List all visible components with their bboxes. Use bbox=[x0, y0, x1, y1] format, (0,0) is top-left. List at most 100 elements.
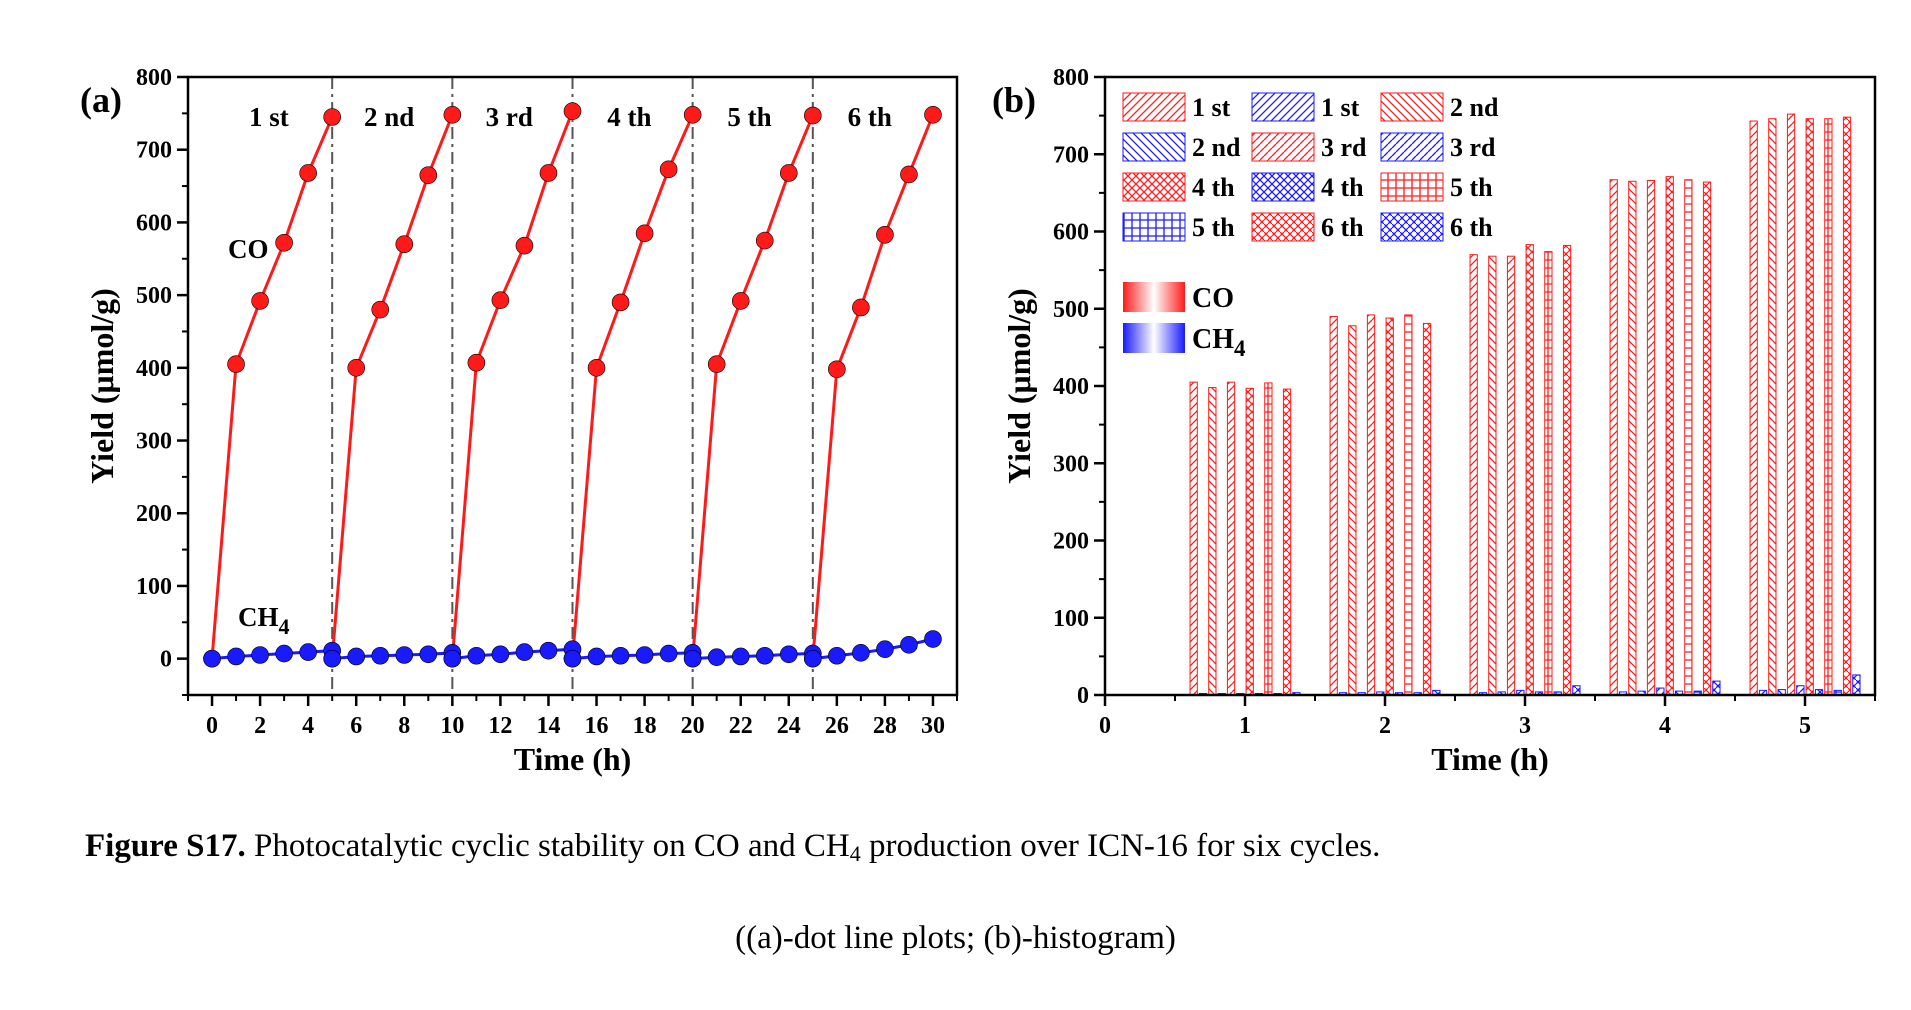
panel-label-a: (a) bbox=[80, 80, 122, 120]
data-point bbox=[924, 106, 942, 124]
legend-swatch-co bbox=[1123, 282, 1185, 312]
data-point bbox=[419, 645, 438, 664]
data-point bbox=[779, 645, 798, 664]
data-point bbox=[563, 102, 582, 120]
data-point bbox=[852, 644, 870, 662]
data-point bbox=[539, 164, 558, 182]
data-point bbox=[491, 645, 510, 664]
data-point bbox=[900, 636, 918, 654]
data-point bbox=[707, 355, 726, 373]
bar-co-cycle-5-t3 bbox=[1544, 251, 1553, 696]
cycle-label-2: 2 nd bbox=[364, 102, 414, 132]
x-tick-label: 2 bbox=[254, 713, 266, 739]
panel-b-bar-chart: 0 100 200 300 400 500 600 700 800 0 1 2 3 4 5 Time (h) Y… bbox=[992, 65, 1877, 777]
data-point bbox=[395, 646, 414, 664]
x-tick-label: 5 bbox=[1799, 713, 1811, 739]
bar-co-cycle-2-t2 bbox=[1348, 325, 1357, 696]
data-point bbox=[443, 649, 462, 668]
x-axis-label-b: Time (h) bbox=[1431, 741, 1549, 777]
legend-b: 1 st 1 st 2 nd 2 nd 3 rd 3 rd 4 th 4 th 5 th 5 th… bbox=[1122, 92, 1499, 361]
bar-co-cycle-1-t4 bbox=[1609, 179, 1618, 696]
x-tick-label: 2 bbox=[1379, 713, 1391, 739]
data-point bbox=[731, 292, 750, 310]
data-point bbox=[323, 649, 341, 668]
x-tick-label: 8 bbox=[398, 713, 410, 739]
legend-swatch bbox=[1251, 92, 1315, 122]
x-tick-label: 26 bbox=[825, 713, 849, 739]
data-point bbox=[275, 233, 293, 252]
annotation-co: CO bbox=[228, 234, 269, 264]
legend-label: 3 rd bbox=[1321, 133, 1367, 162]
legend-swatch bbox=[1251, 172, 1315, 202]
legend-swatch bbox=[1122, 172, 1186, 202]
bar-co-cycle-5-t2 bbox=[1404, 314, 1413, 696]
y-tick-label: 300 bbox=[136, 429, 172, 455]
legend-swatch bbox=[1251, 212, 1315, 242]
legend-label: 1 st bbox=[1321, 93, 1360, 122]
bar-ch4-cycle-6-t3 bbox=[1572, 685, 1581, 696]
data-point bbox=[395, 235, 414, 254]
legend-swatch bbox=[1122, 92, 1186, 122]
legend-label: 5 th bbox=[1192, 213, 1235, 242]
bar-co-cycle-4-t3 bbox=[1525, 244, 1534, 696]
data-point bbox=[227, 647, 245, 666]
data-point bbox=[443, 106, 462, 124]
legend-label: 6 th bbox=[1450, 213, 1493, 242]
y-tick-label: 200 bbox=[136, 501, 172, 527]
bar-co-cycle-1-t5 bbox=[1749, 120, 1758, 696]
data-point bbox=[203, 649, 221, 668]
legend-swatch bbox=[1122, 212, 1186, 242]
series-co-cycle-2-line bbox=[330, 114, 454, 659]
data-point bbox=[900, 165, 918, 184]
series-co-cycle-6-line bbox=[811, 114, 935, 659]
y-tick-label: 100 bbox=[136, 574, 172, 600]
caption-label: Figure S17. bbox=[85, 828, 246, 864]
data-point bbox=[924, 630, 942, 648]
data-point bbox=[779, 164, 798, 182]
caption-subscript: 4 bbox=[849, 841, 861, 866]
bar-co-cycle-5-t5 bbox=[1824, 118, 1833, 696]
legend-label-co: CO bbox=[1192, 283, 1234, 314]
data-point bbox=[347, 647, 366, 666]
x-tick-label: 18 bbox=[633, 713, 657, 739]
data-point bbox=[515, 643, 534, 661]
bar-co-cycle-6-t2 bbox=[1422, 322, 1432, 696]
y-tick-label: 600 bbox=[1053, 220, 1089, 246]
bar-co-cycle-3-t4 bbox=[1646, 180, 1656, 696]
cycle-label-1: 1 st bbox=[249, 102, 289, 132]
data-point bbox=[467, 353, 486, 372]
bar-co-cycle-3-t1 bbox=[1226, 381, 1236, 696]
x-tick-label: 3 bbox=[1519, 713, 1531, 739]
data-point bbox=[371, 646, 390, 665]
data-point bbox=[828, 360, 846, 379]
bar-co-cycle-4-t2 bbox=[1385, 317, 1394, 696]
y-tick-label: 600 bbox=[136, 210, 172, 236]
legend-swatch bbox=[1380, 172, 1444, 202]
y-tick-label: 500 bbox=[136, 283, 172, 309]
bar-co-cycle-4-t1 bbox=[1245, 387, 1254, 696]
cycle-label-3: 3 rd bbox=[486, 102, 533, 132]
data-point bbox=[587, 359, 606, 377]
bar-co-cycle-4-t4 bbox=[1665, 176, 1674, 696]
data-point bbox=[587, 647, 606, 666]
data-point bbox=[659, 160, 678, 179]
bar-co-cycle-6-t4 bbox=[1702, 181, 1712, 696]
data-point bbox=[707, 648, 726, 666]
caption-text-after: production over ICN-16 for six cycles. bbox=[860, 828, 1381, 864]
x-tick-label: 14 bbox=[536, 713, 560, 739]
y-tick-label: 200 bbox=[1053, 529, 1089, 555]
bar-co-cycle-2-t5 bbox=[1768, 118, 1777, 696]
bar-co-cycle-3-t3 bbox=[1506, 255, 1516, 696]
x-tick-label: 0 bbox=[206, 713, 218, 739]
x-tick-label: 22 bbox=[729, 713, 753, 739]
legend-label: 2 nd bbox=[1450, 93, 1499, 122]
legend-label-ch4: CH4 bbox=[1192, 324, 1246, 361]
data-point bbox=[371, 300, 390, 319]
data-point bbox=[251, 646, 269, 664]
data-point bbox=[611, 646, 630, 665]
cycle-label-5: 5 th bbox=[727, 102, 771, 132]
legend-label: 3 rd bbox=[1450, 133, 1496, 162]
y-tick-label: 100 bbox=[1053, 606, 1089, 632]
